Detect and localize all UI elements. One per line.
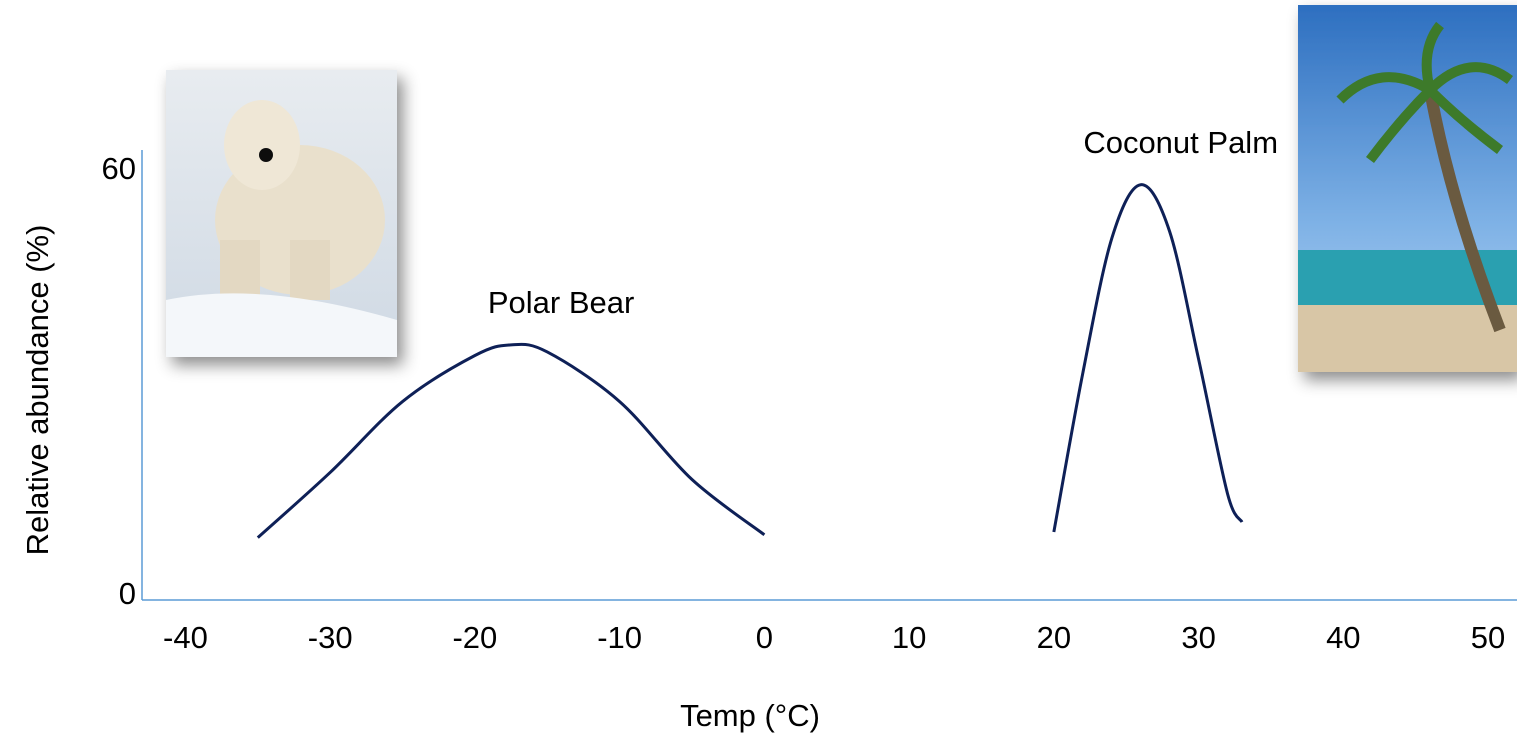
x-tick-label: 10 [892,620,926,655]
y-tick-label: 0 [119,576,136,611]
x-tick-label: 50 [1471,620,1505,655]
x-tick-label: 40 [1326,620,1360,655]
x-tick-label: -20 [452,620,497,655]
x-tick-label: -40 [163,620,208,655]
line-series [1052,183,1244,533]
polar-bear-photo [166,70,397,357]
x-axis-label: Temp (°C) [680,698,820,733]
y-tick-label: 60 [102,151,136,186]
x-tick-label: -30 [308,620,353,655]
series-label: Coconut Palm [1083,125,1278,160]
x-tick-label: -10 [597,620,642,655]
palm-photo [1298,5,1517,372]
x-tick-label: 0 [756,620,773,655]
series-label: Polar Bear [488,285,634,320]
y-axis-label: Relative abundance (%) [20,225,55,556]
line-series [256,342,766,539]
x-tick-label: 30 [1181,620,1215,655]
x-tick-label: 20 [1037,620,1071,655]
